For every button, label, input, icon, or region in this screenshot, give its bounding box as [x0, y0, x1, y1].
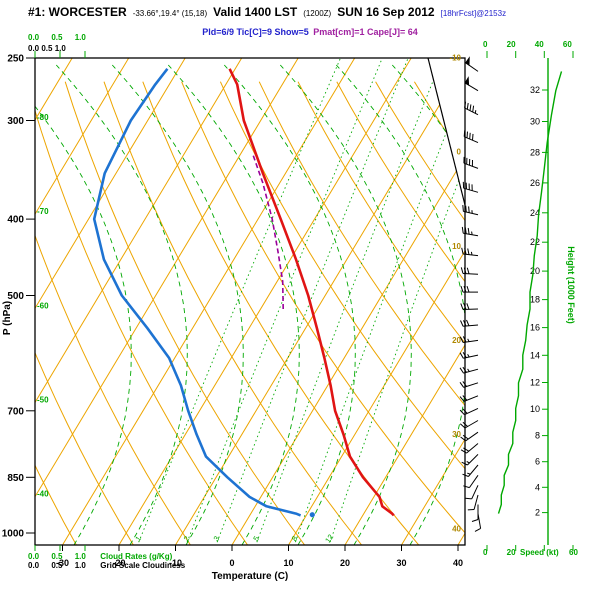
svg-text:-10: -10	[169, 558, 182, 568]
svg-text:2: 2	[182, 534, 192, 543]
cloud-rates-row: 0.0 0.5 1.0 Cloud Rates (g/Kg)	[28, 546, 172, 564]
cloud-scale-top-green: 0.0 0.5 1.0	[28, 33, 86, 42]
forecast-tag: [18hrFcst]@2153z	[440, 9, 507, 18]
model-params-blue: Pld=6/9 Tic[C]=9 Show=5	[202, 27, 309, 37]
svg-text:20: 20	[452, 336, 461, 345]
svg-text:1000: 1000	[2, 529, 25, 540]
speed-scale-bottom: 0 20	[483, 548, 516, 557]
pressure-axis-title: P (hPa)	[2, 300, 13, 336]
svg-text:-10: -10	[449, 54, 461, 63]
svg-text:0: 0	[229, 558, 234, 568]
station-id: #1: WORCESTER	[28, 5, 127, 19]
svg-text:40: 40	[453, 558, 463, 568]
svg-text:10: 10	[452, 242, 461, 251]
svg-text:8: 8	[535, 431, 540, 441]
cloud-rates-label: Cloud Rates (g/Kg)	[100, 552, 173, 561]
svg-text:-20: -20	[112, 558, 125, 568]
svg-text:18: 18	[530, 295, 540, 305]
svg-text:16: 16	[530, 323, 540, 333]
station-coords: -33.66°,19.4° (15,18)	[132, 9, 208, 18]
svg-text:30: 30	[452, 430, 461, 439]
svg-text:700: 700	[7, 406, 24, 417]
svg-text:250: 250	[7, 54, 24, 65]
svg-text:-30: -30	[56, 558, 69, 568]
svg-text:10: 10	[530, 404, 540, 414]
svg-text:-50: -50	[37, 396, 49, 405]
svg-text:12: 12	[530, 378, 540, 388]
svg-text:30: 30	[530, 117, 540, 127]
svg-text:20: 20	[340, 558, 350, 568]
svg-text:0: 0	[457, 148, 462, 157]
svg-text:6: 6	[535, 457, 540, 467]
svg-text:32: 32	[530, 85, 540, 95]
svg-text:14: 14	[530, 350, 540, 360]
svg-text:26: 26	[530, 178, 540, 188]
svg-text:300: 300	[7, 116, 24, 127]
svg-text:40: 40	[452, 524, 461, 533]
cloud-scale-top-black: 0.0 0.5 1.0	[28, 44, 66, 53]
speed-scale-top: 0 20 40 60	[483, 40, 572, 49]
cloud-scale-bottom-green: 0.0 0.5 1.0	[28, 552, 86, 561]
valid-time: Valid 1400 LST	[213, 5, 298, 19]
svg-text:20: 20	[530, 266, 540, 276]
header-line1: #1: WORCESTER -33.66°,19.4° (15,18) Vali…	[28, 5, 594, 19]
svg-text:22: 22	[530, 237, 540, 247]
grid-cloudiness-label: Grid Scale Cloudiness	[100, 561, 186, 570]
svg-text:-60: -60	[37, 301, 49, 310]
speed-scale-60: 60	[569, 548, 578, 557]
svg-text:-40: -40	[37, 490, 49, 499]
speed-axis-title: Speed (kt)	[520, 548, 559, 557]
cloud-scale-bottom-black: 0.0 0.5 1.0	[28, 561, 86, 570]
svg-text:-80: -80	[37, 113, 49, 122]
height-axis-title: Height (1000 Feet)	[566, 246, 576, 324]
svg-text:10: 10	[283, 558, 293, 568]
svg-text:3: 3	[212, 534, 222, 543]
valid-date: SUN 16 Sep 2012	[337, 5, 435, 19]
valid-zulu: (1200Z)	[303, 9, 332, 18]
temperature-axis-title: Temperature (C)	[211, 571, 289, 582]
svg-text:12: 12	[323, 533, 335, 545]
svg-text:400: 400	[7, 215, 24, 226]
svg-text:5: 5	[251, 534, 261, 543]
header-line2: Pld=6/9 Tic[C]=9 Show=5 Pmat[cm]=1 Cape[…	[100, 22, 520, 40]
svg-text:30: 30	[396, 558, 406, 568]
svg-text:850: 850	[7, 473, 24, 484]
svg-text:1: 1	[133, 534, 143, 543]
svg-text:-70: -70	[37, 207, 49, 216]
svg-text:28: 28	[530, 147, 540, 157]
model-params-purple: Pmat[cm]=1 Cape[J]= 64	[313, 27, 418, 37]
svg-text:24: 24	[530, 208, 540, 218]
grid-cloudiness-row: 0.0 0.5 1.0 Grid Scale Cloudiness	[28, 555, 185, 573]
svg-text:2: 2	[535, 508, 540, 518]
svg-text:4: 4	[535, 482, 540, 492]
svg-text:8: 8	[290, 534, 300, 543]
svg-text:500: 500	[7, 291, 24, 302]
